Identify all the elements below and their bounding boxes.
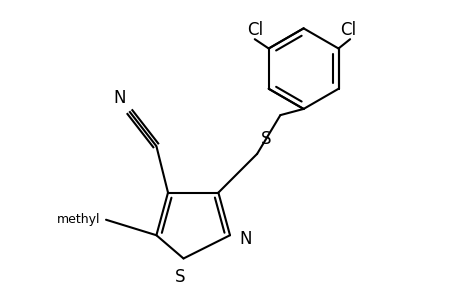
Text: S: S	[174, 268, 185, 286]
Text: N: N	[113, 89, 125, 107]
Text: S: S	[260, 130, 271, 148]
Text: Cl: Cl	[246, 21, 262, 39]
Text: methyl: methyl	[57, 213, 101, 226]
Text: N: N	[239, 230, 251, 248]
Text: Cl: Cl	[339, 21, 355, 39]
